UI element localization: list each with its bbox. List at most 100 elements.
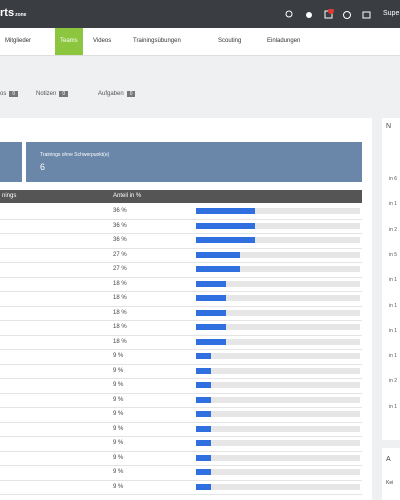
bar [196, 353, 211, 359]
bar-track [196, 483, 360, 490]
nav-item[interactable]: Trainingsübungen [133, 38, 181, 44]
summary-box [0, 142, 22, 182]
bell-icon[interactable] [306, 12, 312, 18]
bar-track [196, 469, 360, 475]
top-bar: rtszone Supe [0, 0, 400, 28]
side-item: in 2 [389, 378, 398, 385]
bar-track [196, 425, 360, 432]
table-row: 36 % [0, 204, 362, 220]
share-label: 18 % [113, 338, 127, 345]
table-row: 9 % [0, 480, 362, 495]
tab[interactable]: Aufgaben 0 [98, 91, 136, 97]
share-label: 9 % [113, 353, 124, 359]
bar-track [196, 338, 360, 345]
bar-track [196, 324, 360, 330]
share-label: 18 % [113, 324, 127, 330]
bar [196, 367, 211, 374]
side-item: in 6 [389, 176, 398, 182]
bar [196, 237, 256, 243]
nav-item[interactable]: Einladungen [267, 38, 301, 44]
bar-track [196, 411, 360, 417]
bar [196, 280, 226, 287]
side-item: in 1 [389, 403, 398, 410]
tab[interactable]: os 0 [0, 91, 19, 97]
nav-item[interactable]: Scouting [218, 38, 242, 44]
top-icons [285, 9, 371, 19]
bar-track [196, 440, 360, 446]
share-label: 9 % [113, 469, 124, 475]
help-icon[interactable] [343, 11, 351, 19]
table-row: 9 % [0, 407, 362, 423]
side-item: in 1 [389, 327, 398, 334]
bar-track [196, 396, 360, 403]
bar-track [196, 295, 360, 301]
table-row: 18 % [0, 277, 362, 292]
bar [196, 222, 256, 229]
side-item: in 1 [389, 277, 398, 284]
tab-count: 0 [126, 91, 136, 97]
header-cell: nings [2, 193, 17, 199]
side-title: N [386, 123, 392, 130]
side-title: A [386, 456, 391, 463]
summary-value: 6 [40, 162, 46, 172]
table-row: 36 % [0, 219, 362, 234]
bar [196, 208, 256, 214]
side-item: in 2 [389, 226, 398, 233]
share-label: 36 % [113, 222, 127, 229]
empty-text: Kei [386, 480, 394, 486]
table-row: 27 % [0, 248, 362, 263]
nav-item[interactable]: Videos [93, 38, 112, 44]
flag-icon[interactable] [362, 11, 371, 19]
bar-track [196, 251, 360, 258]
side-item: in 1 [389, 353, 398, 360]
bar-track [196, 237, 360, 243]
nav-item[interactable]: Teams [55, 28, 83, 55]
tab-label: Aufgaben [98, 91, 124, 97]
summary-box: Trainings ohne Schwerpunkt(e) 6 [26, 142, 362, 182]
table-row: 27 % [0, 262, 362, 278]
table-row: 9 % [0, 436, 362, 452]
table-header: nings Anteil in % [0, 190, 362, 203]
logo-suffix: zone [15, 12, 27, 18]
table-row: 9 % [0, 465, 362, 481]
share-label: 9 % [113, 440, 124, 446]
bar-track [196, 208, 360, 214]
tab[interactable]: Notizen 0 [36, 91, 69, 97]
bar-track [196, 353, 360, 359]
share-label: 18 % [113, 295, 127, 301]
logo-text: rts [0, 7, 15, 19]
search-icon[interactable] [285, 10, 293, 18]
share-label: 9 % [113, 382, 124, 388]
table-row: 18 % [0, 335, 362, 350]
side-item: in 1 [389, 201, 398, 208]
table-row: 9 % [0, 378, 362, 394]
table-row: 18 % [0, 306, 362, 321]
tab-count: 0 [59, 91, 69, 97]
bar [196, 266, 241, 272]
bar [196, 324, 226, 330]
bar-track [196, 454, 360, 461]
tab-count: 0 [9, 91, 19, 97]
tab-label: os [0, 91, 7, 97]
bar-track [196, 309, 360, 316]
user-name[interactable]: Supe [383, 10, 400, 17]
side-item: in 5 [389, 251, 398, 258]
share-label: 9 % [113, 396, 124, 403]
bar [196, 251, 241, 258]
nav-bar: Mitglieder Teams Videos Trainingsübungen Sco… [0, 28, 400, 56]
table-row: 18 % [0, 320, 362, 336]
table-row: 9 % [0, 422, 362, 437]
summary-label: Trainings ohne Schwerpunkt(e) [40, 152, 110, 158]
share-label: 18 % [113, 309, 127, 316]
side-panel: N in 6 in 1 in 2 in 5 in 1 in 1 in 1 in 1 in 2 in… [382, 118, 400, 440]
nav-item[interactable]: Mitglieder [5, 38, 32, 44]
bar [196, 440, 211, 446]
share-label: 9 % [113, 411, 124, 417]
share-label: 36 % [113, 237, 127, 243]
tab-label: Notizen [36, 91, 57, 97]
logo[interactable]: rtszone [0, 7, 26, 19]
share-label: 9 % [113, 425, 124, 432]
badge [328, 9, 334, 14]
share-label: 9 % [113, 454, 124, 461]
bar [196, 411, 211, 417]
